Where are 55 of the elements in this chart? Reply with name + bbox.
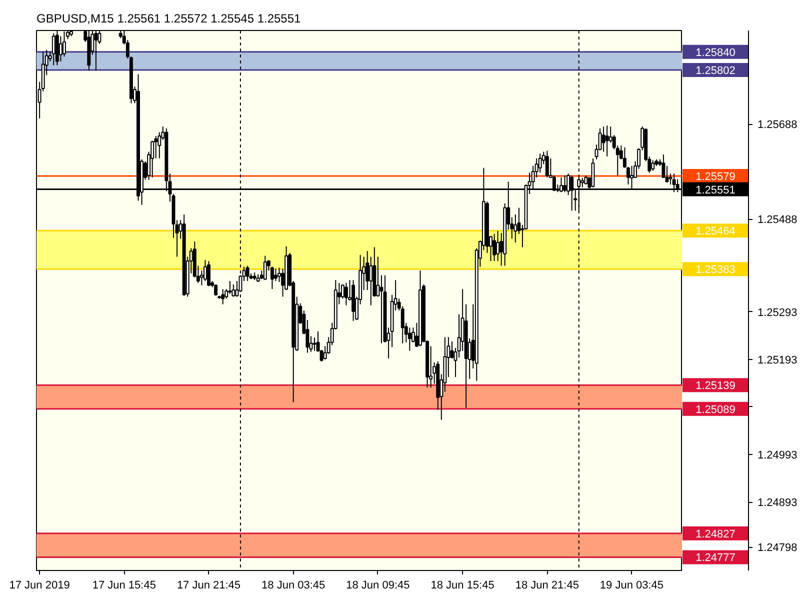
candlestick — [538, 153, 542, 174]
x-tick-label: 18 Jun 09:45 — [346, 580, 410, 592]
ref-line-label: 1.24827 — [696, 528, 736, 540]
ref-line-label: 1.25579 — [696, 170, 736, 183]
candlestick — [492, 233, 496, 262]
candlestick — [651, 160, 655, 172]
candlestick — [52, 32, 56, 66]
candlestick — [278, 267, 281, 282]
candlestick — [207, 260, 210, 287]
y-tick-label: 1.24798 — [758, 542, 798, 554]
y-tick-label: 1.25688 — [758, 119, 798, 132]
y-tick-label: 1.25193 — [758, 354, 798, 366]
candlestick — [274, 268, 278, 282]
candlestick — [408, 327, 412, 352]
candlestick — [58, 36, 62, 62]
candlestick — [203, 260, 207, 282]
candlestick — [344, 282, 348, 306]
ref-line-label: 1.25840 — [696, 46, 736, 59]
candlestick — [232, 284, 236, 298]
y-tick-label: 1.25293 — [758, 306, 798, 319]
candlestick — [545, 150, 549, 178]
candlestick — [380, 274, 384, 344]
x-tick-label: 18 Jun 03:45 — [262, 580, 326, 592]
x-tick-label: 17 Jun 2019 — [9, 580, 70, 592]
x-tick-label: 18 Jun 15:45 — [430, 580, 494, 592]
y-tick-label: 1.24893 — [758, 497, 798, 510]
candlestick — [200, 270, 204, 286]
candlestick — [605, 125, 609, 157]
x-tick-label: 19 Jun 03:45 — [600, 580, 664, 592]
candlestick — [246, 265, 250, 282]
candlestick — [150, 140, 154, 178]
candlestick — [228, 280, 232, 294]
y-tick-label: 1.24993 — [758, 450, 798, 462]
candlestick — [563, 174, 566, 193]
candlestick — [221, 288, 225, 305]
candlestick — [369, 256, 373, 306]
chart-title: GBPUSD,M15 1.25561 1.25572 1.25545 1.25551 — [36, 12, 302, 26]
candlestick — [662, 154, 666, 178]
ref-line-label: 1.25139 — [696, 380, 736, 392]
y-tick-label: 1.25488 — [758, 214, 798, 226]
ref-line-label: 1.25551 — [696, 184, 736, 196]
ref-line-label: 1.25089 — [696, 404, 736, 416]
ref-line-label: 1.25802 — [696, 64, 736, 77]
candlestick — [263, 255, 267, 281]
candlestick — [602, 126, 606, 152]
candlestick — [154, 136, 158, 159]
ref-line-label: 1.24777 — [696, 552, 736, 564]
x-tick-label: 18 Jun 21:45 — [515, 580, 579, 592]
ref-line-label: 1.25464 — [696, 226, 736, 238]
candlestick — [323, 346, 327, 360]
candlestick — [496, 230, 500, 262]
candlestick — [584, 174, 588, 186]
x-tick-label: 17 Jun 15:45 — [92, 580, 156, 592]
ref-line-label: 1.25383 — [696, 264, 736, 276]
x-tick-label: 17 Jun 21:45 — [176, 580, 241, 592]
